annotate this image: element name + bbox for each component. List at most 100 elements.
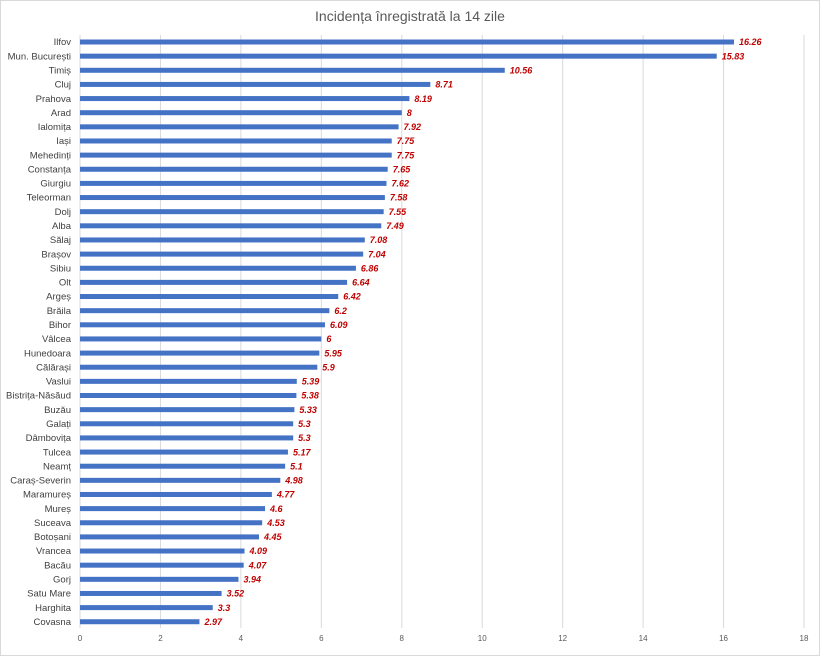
value-label-1: 15.83	[722, 51, 745, 61]
bar-0	[80, 39, 735, 45]
category-label-16: Sibiu	[50, 263, 71, 274]
category-label-21: Vâlcea	[42, 334, 72, 345]
bar-22	[80, 350, 320, 356]
category-label-19: Brăila	[47, 306, 72, 317]
value-label-32: 4.77	[276, 490, 296, 500]
value-label-10: 7.62	[391, 179, 409, 189]
value-label-30: 5.1	[290, 461, 303, 471]
value-label-23: 5.9	[322, 362, 335, 372]
category-label-14: Sălaj	[50, 235, 71, 246]
bar-21	[80, 336, 322, 342]
category-label-12: Dolj	[55, 207, 71, 218]
value-label-6: 7.92	[404, 122, 422, 132]
value-label-21: 6	[326, 334, 332, 344]
value-label-25: 5.38	[301, 391, 319, 401]
bar-34	[80, 520, 263, 526]
value-label-19: 6.2	[334, 306, 347, 316]
value-label-2: 10.56	[510, 65, 534, 75]
bar-19	[80, 308, 330, 314]
value-label-38: 3.94	[243, 575, 261, 585]
bar-24	[80, 378, 297, 384]
value-label-40: 3.3	[218, 603, 231, 613]
category-label-0: Ilfov	[54, 37, 72, 48]
x-tick-label-5: 10	[478, 634, 487, 643]
category-label-23: Călărași	[36, 362, 71, 373]
bar-33	[80, 506, 266, 512]
value-label-29: 5.17	[293, 447, 312, 457]
bar-2	[80, 67, 505, 73]
category-label-31: Caraș-Severin	[10, 476, 71, 487]
value-label-15: 7.04	[368, 249, 386, 259]
bar-35	[80, 534, 259, 540]
bar-37	[80, 562, 244, 568]
value-label-35: 4.45	[263, 532, 283, 542]
bar-20	[80, 322, 325, 328]
value-label-20: 6.09	[330, 320, 348, 330]
category-label-24: Vaslui	[46, 377, 71, 388]
value-label-34: 4.53	[266, 518, 285, 528]
x-tick-label-8: 16	[719, 634, 728, 643]
value-label-28: 5.3	[298, 433, 311, 443]
value-label-3: 8.71	[435, 80, 453, 90]
chart-title: Incidența înregistrată la 14 zile	[315, 8, 505, 24]
bar-16	[80, 265, 356, 271]
category-label-27: Galați	[46, 419, 71, 430]
value-label-11: 7.58	[390, 193, 408, 203]
category-label-4: Prahova	[36, 94, 72, 105]
category-label-8: Mehedinți	[30, 150, 71, 161]
bar-11	[80, 195, 385, 201]
bar-3	[80, 81, 431, 87]
bar-23	[80, 364, 318, 370]
x-tick-label-7: 14	[639, 634, 648, 643]
x-tick-label-0: 0	[78, 634, 83, 643]
category-label-25: Bistrița-Năsăud	[6, 391, 71, 402]
value-label-22: 5.95	[324, 348, 343, 358]
value-label-12: 7.55	[389, 207, 408, 217]
bar-29	[80, 449, 288, 455]
bar-15	[80, 251, 364, 257]
category-label-39: Satu Mare	[27, 589, 71, 600]
x-tick-label-2: 4	[239, 634, 244, 643]
value-label-39: 3.52	[227, 589, 245, 599]
category-label-9: Constanța	[28, 164, 72, 175]
bar-9	[80, 166, 388, 172]
value-label-5: 8	[407, 108, 412, 118]
bar-6	[80, 124, 399, 130]
value-label-26: 5.33	[299, 405, 317, 415]
x-tick-label-6: 12	[558, 634, 567, 643]
category-label-18: Argeș	[46, 292, 71, 303]
value-label-17: 6.64	[352, 278, 370, 288]
category-label-40: Harghita	[35, 603, 72, 614]
category-label-35: Botoșani	[34, 532, 71, 543]
bar-4	[80, 96, 410, 102]
bar-12	[80, 209, 384, 215]
category-label-11: Teleorman	[27, 193, 71, 204]
category-label-37: Bacău	[44, 560, 71, 571]
bar-32	[80, 491, 272, 497]
bar-14	[80, 237, 365, 243]
category-label-7: Iași	[56, 136, 71, 147]
bar-1	[80, 53, 717, 59]
bar-30	[80, 463, 286, 469]
value-label-36: 4.09	[249, 546, 268, 556]
category-label-6: Ialomița	[38, 122, 72, 133]
bar-25	[80, 393, 297, 398]
category-label-28: Dâmbovița	[26, 433, 72, 444]
value-label-18: 6.42	[343, 292, 361, 302]
category-label-33: Mureș	[45, 504, 72, 515]
value-label-8: 7.75	[397, 150, 416, 160]
bar-36	[80, 548, 245, 554]
category-label-36: Vrancea	[36, 546, 72, 557]
category-label-15: Brașov	[41, 249, 71, 260]
bar-39	[80, 590, 222, 596]
x-tick-label-9: 18	[800, 634, 809, 643]
bar-28	[80, 435, 294, 441]
bar-10	[80, 180, 387, 186]
category-label-3: Cluj	[55, 80, 71, 91]
bar-7	[80, 138, 392, 144]
category-label-30: Neamț	[43, 461, 71, 472]
x-tick-label-4: 8	[400, 634, 405, 643]
category-label-29: Tulcea	[43, 447, 72, 458]
value-label-16: 6.86	[361, 263, 380, 273]
